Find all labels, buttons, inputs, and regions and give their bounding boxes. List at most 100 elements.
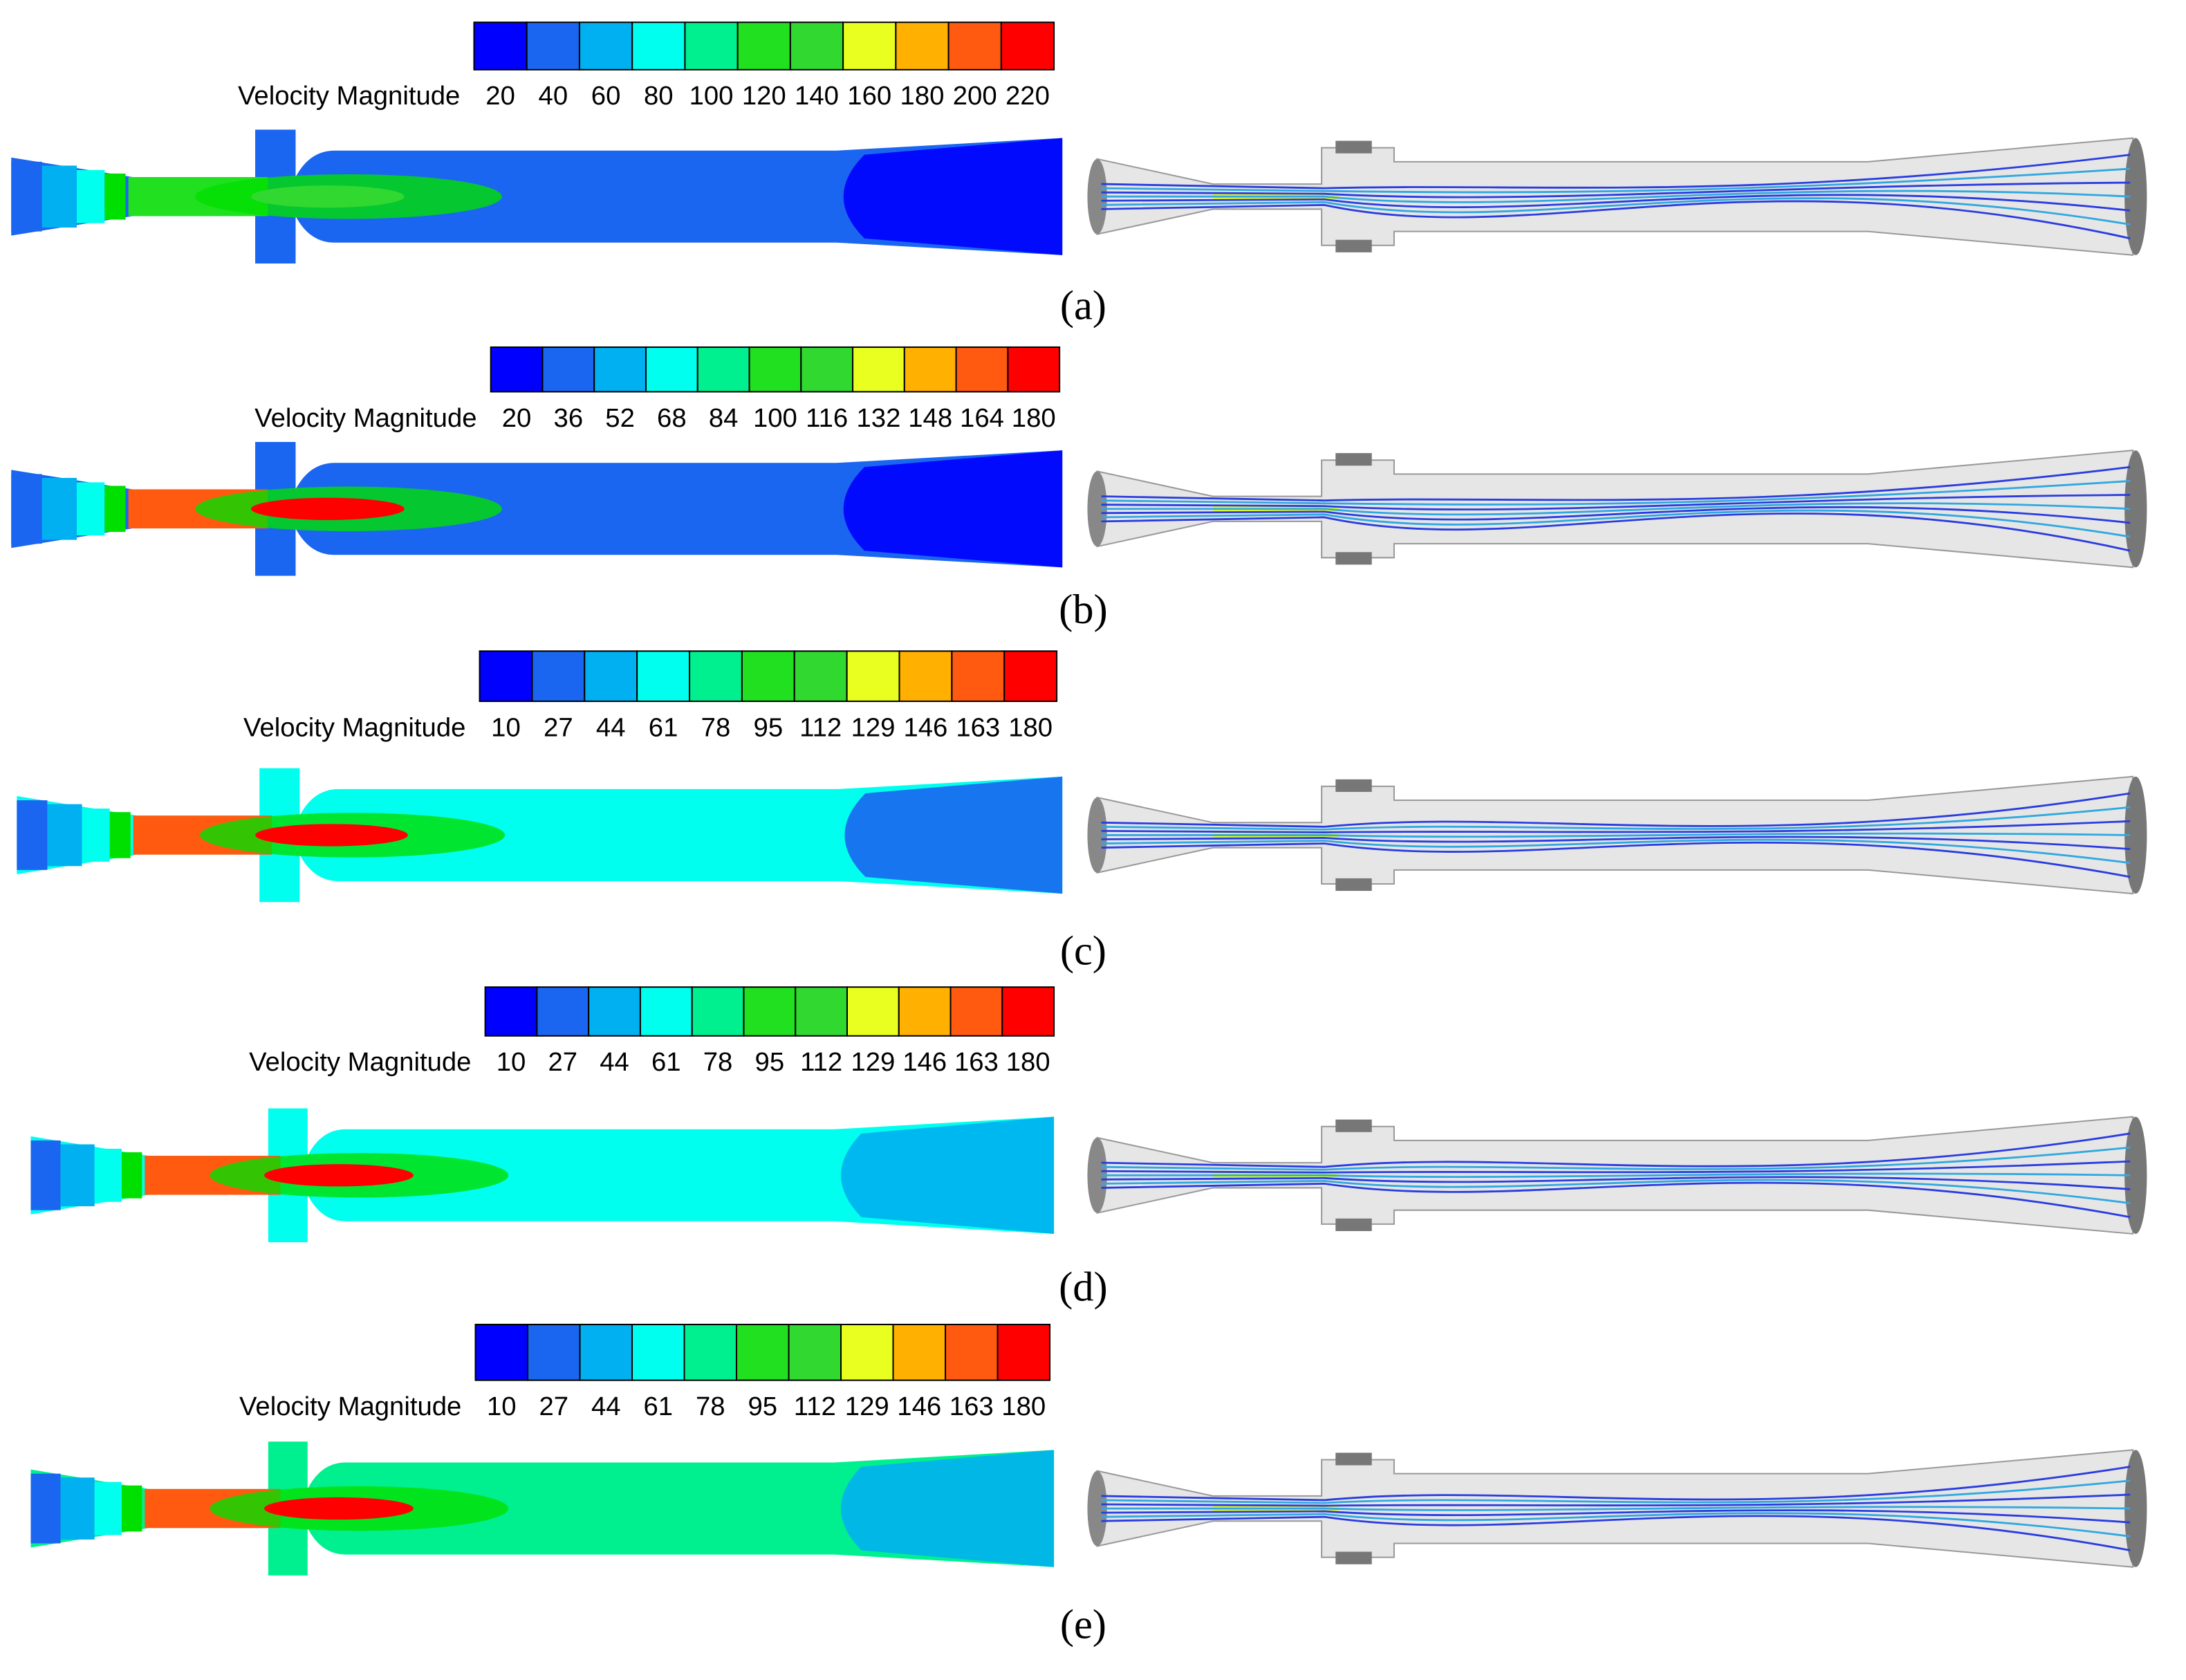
colorbar-tick-label: 20 [502,403,532,433]
contour-inlet-band [94,1481,122,1535]
streamline [1101,465,2131,502]
streamline [1101,1493,2131,1507]
colorbar-tick-label: 140 [795,81,839,111]
colorbar-tick-label: 120 [742,81,786,111]
colorbar-segment [531,650,586,702]
colorbar-tick-label: 84 [709,403,739,433]
colorbar-tick-label: 129 [851,712,896,742]
streamline [1101,480,2131,506]
tube-inlet [1087,158,1107,234]
contour-diffuser [840,1116,1055,1234]
colorbar-segment [631,21,686,71]
contour-jet-hot [255,824,408,847]
colorbar-segment [584,650,638,702]
contour-inlet-band [121,1152,142,1199]
vane [1335,1452,1372,1466]
vane [1335,453,1372,466]
streamline [1101,1512,2131,1538]
colorbar-tick-label: 10 [497,1047,526,1077]
colorbar-tick-label: 112 [799,712,842,742]
colorbar-segment [689,650,743,702]
colorbar-segment [484,986,538,1037]
colorbar-tick-label: 36 [554,403,584,433]
contour-inlet-band [77,169,105,223]
colorbar-segment [473,21,528,71]
colorbar-tick-label: 27 [548,1047,577,1077]
colorbar-tick-label: 148 [908,403,952,433]
contour-diffuser [843,450,1063,568]
colorbar-segment [578,21,633,71]
streamline [1101,1181,2131,1219]
colorbar-tick-label: 78 [703,1047,733,1077]
colorbar-segment [696,346,750,393]
colorbar-tick-label: 180 [900,81,945,111]
colorbar-title: Velocity Magnitude [238,81,460,111]
colorbar-segment [1001,986,1055,1037]
streamline [1101,1146,2131,1171]
colorbar-tick-label: 40 [539,81,568,111]
tube-outlet [2124,450,2147,568]
vane [1335,239,1372,252]
colorbar-tick-label: 132 [857,403,901,433]
contour-diffuser [843,138,1063,255]
colorbar-tick-label: 164 [960,403,1004,433]
streamline [1101,838,2131,865]
tube-inlet [1087,1470,1107,1547]
panel-label: (a) [1060,282,1106,329]
colorbar-tick-label: 10 [487,1392,517,1421]
colorbar-tick-label: 20 [485,81,515,111]
contour-inlet-band [47,804,82,867]
colorbar-tick-label: 129 [845,1392,889,1421]
tube-outlet [2124,776,2147,894]
colorbar-tick-label: 52 [605,403,635,433]
colorbar-segment [1003,650,1058,702]
colorbar-segment [903,346,957,393]
streamline [1101,792,2131,828]
colorbar-segment [579,1323,633,1381]
colorbar-title: Velocity Magnitude [254,403,476,433]
streamline [1101,836,2131,851]
colorbar-tick-label: 100 [753,403,797,433]
colorbar-segment [588,986,641,1037]
colorbar-segment [898,650,953,702]
contour-inlet-band [121,1485,142,1532]
streamline [1101,1179,2131,1205]
colorbar-segment [788,1323,842,1381]
streamline [1101,1132,2131,1168]
colorbar-segment [541,346,595,393]
colorbar-segment [997,1323,1051,1381]
tube-outlet [2124,1450,2147,1567]
colorbar-title: Velocity Magnitude [239,1392,461,1421]
colorbar-tick-label: 95 [755,1047,785,1077]
streamline [1101,513,2131,552]
colorbar-segment [795,986,848,1037]
colorbar-tick-label: 80 [644,81,674,111]
colorbar-tick-label: 61 [651,1047,681,1077]
contour-inlet-band [60,1144,95,1207]
streamline [1101,167,2131,194]
contour-jet-hot [264,1497,414,1520]
colorbar-tick-label: 112 [794,1392,836,1421]
contour-inlet-band [41,165,77,228]
contour-inlet-band [94,1148,122,1202]
colorbar-segment [852,346,905,393]
colorbar-segment [947,21,1002,71]
streamline [1101,181,2131,199]
vane [1335,878,1372,892]
colorbar-tick-label: 27 [544,712,573,742]
panel-label: (b) [1059,587,1108,633]
contour-inlet-band [41,477,77,540]
streamline-tube [1096,137,2134,256]
colorbar-segment [636,650,691,702]
panel-label: (e) [1060,1601,1106,1647]
streamline [1101,1160,2131,1174]
colorbar-tick-label: 44 [600,1047,629,1077]
contour-jet-hot [250,497,405,520]
colorbar-tick-label: 163 [956,712,1000,742]
contour-jet-hot [250,185,405,208]
contour-diffuser [840,1450,1055,1567]
colorbar-tick-label: 61 [649,712,678,742]
colorbar-segment [593,346,647,393]
tube-inlet [1087,1137,1107,1213]
